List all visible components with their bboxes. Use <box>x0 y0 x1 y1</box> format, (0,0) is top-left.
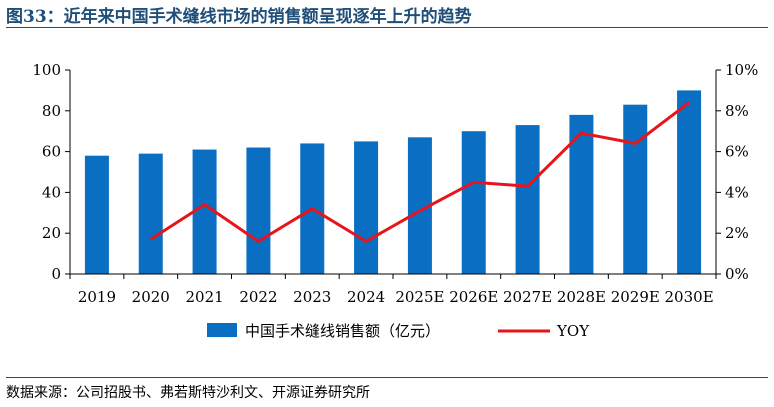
bar-2027E <box>515 125 540 274</box>
x-tick-label-2026E: 2026E <box>449 288 498 306</box>
legend-line-label: YOY <box>556 322 590 340</box>
source-divider <box>6 377 768 378</box>
y2-tick-label-0: 0% <box>725 265 749 283</box>
legend-bar-swatch <box>207 323 237 337</box>
y-tick-label-100: 100 <box>32 61 61 79</box>
bar-2029E <box>623 104 648 275</box>
y-tick-label-40: 40 <box>42 183 61 201</box>
y-tick-label-0: 0 <box>51 265 61 283</box>
x-tick-label-2025E: 2025E <box>395 288 444 306</box>
y-tick-label-60: 60 <box>42 143 61 161</box>
figure-title: 图33：近年来中国手术缝线市场的销售额呈现逐年上升的趋势 <box>6 7 472 27</box>
y2-tick-label-5: 10% <box>725 61 758 79</box>
x-tick-label-2027E: 2027E <box>503 288 552 306</box>
x-tick-label-2019: 2019 <box>78 288 116 306</box>
legend-bar-label: 中国手术缝线销售额（亿元） <box>245 322 440 340</box>
sales-chart: 0 20 40 60 80 100 0% 2% 4% 6% 8% 10% 2019 2020 2021 202… <box>32 61 758 340</box>
bar-2028E <box>569 114 594 274</box>
x-tick-label-2021: 2021 <box>185 288 223 306</box>
y-tick-label-20: 20 <box>42 224 61 242</box>
x-tick-label-2020: 2020 <box>132 288 170 306</box>
y2-tick-label-4: 8% <box>725 102 749 120</box>
x-tick-label-2022: 2022 <box>239 288 277 306</box>
bar-2030E <box>677 90 702 275</box>
title-divider <box>6 27 768 28</box>
source-note: 数据来源：公司招股书、弗若斯特沙利文、开源证券研究所 <box>6 385 370 401</box>
bar-2020 <box>138 153 163 274</box>
x-tick-label-2023: 2023 <box>293 288 331 306</box>
bar-2019 <box>84 155 109 274</box>
y2-tick-label-2: 4% <box>725 183 749 201</box>
x-tick-label-2030E: 2030E <box>665 288 714 306</box>
x-tick-label-2029E: 2029E <box>611 288 660 306</box>
y-tick-label-80: 80 <box>42 102 61 120</box>
yoy-line <box>149 101 691 243</box>
bar-2026E <box>461 131 486 274</box>
y2-tick-label-1: 2% <box>725 224 749 242</box>
bar-2024 <box>354 141 379 274</box>
x-tick-label-2028E: 2028E <box>557 288 606 306</box>
y2-tick-label-3: 6% <box>725 143 749 161</box>
x-tick-label-2024: 2024 <box>347 288 385 306</box>
bar-2022 <box>246 147 271 274</box>
